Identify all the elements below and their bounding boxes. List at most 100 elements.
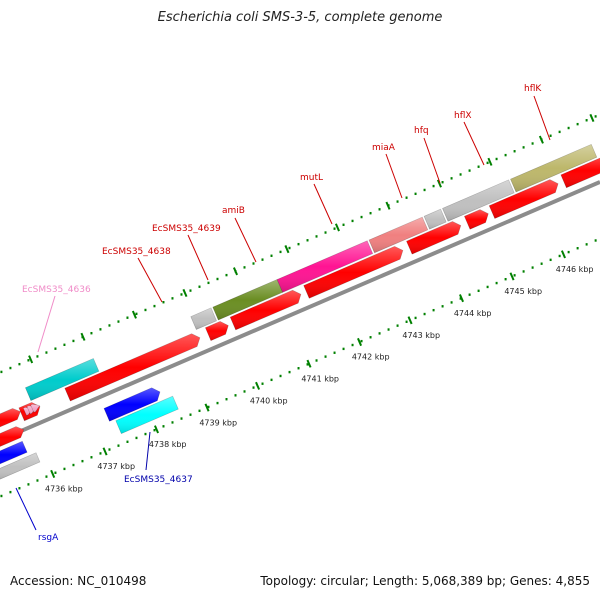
forward-cds-arrow-shade	[406, 221, 461, 255]
outer-ruler-dot	[414, 192, 417, 196]
inner-ruler-dot	[234, 394, 237, 397]
outer-ruler-dot	[9, 366, 12, 370]
gene-label-EcSMS35_4637: EcSMS35_4637	[124, 475, 193, 485]
inner-ruler-dot	[36, 479, 39, 482]
outer-ruler-dot	[279, 250, 282, 254]
gene-hfq-shade	[424, 209, 447, 230]
ruler-label-4738-kbp: 4738 kbp	[149, 440, 187, 449]
gene-hflK-shade	[510, 144, 597, 192]
inner-ruler-dot	[414, 316, 417, 320]
outer-ruler-dot	[207, 281, 210, 285]
gene-left-grey-shade	[0, 452, 40, 480]
leader-miaA	[385, 153, 403, 199]
ruler-label-4737-kbp: 4737 kbp	[97, 462, 135, 471]
outer-ruler-dot	[63, 343, 66, 347]
ruler-label-4742-kbp: 4742 kbp	[352, 353, 390, 362]
inner-ruler-dot	[198, 409, 201, 413]
outer-ruler-dot	[0, 370, 3, 374]
forward-cds-arrow-shade	[560, 158, 600, 188]
inner-ruler-dot	[468, 293, 471, 296]
outer-ruler-dot	[513, 150, 516, 153]
outer-ruler-dot	[369, 211, 372, 215]
gene-EcSMS35_4639-shade	[190, 307, 217, 330]
leader-hflX	[463, 121, 485, 166]
forward-cds-arrow-shade	[464, 209, 489, 230]
inner-ruler-dot	[504, 277, 507, 281]
forward-cds-arrow-left-2-shade	[0, 426, 24, 447]
inner-ruler-dot	[495, 281, 498, 285]
outer-ruler-dot	[198, 285, 201, 288]
outer-ruler-dot	[27, 359, 30, 362]
inner-ruler-dot	[567, 250, 570, 254]
outer-ruler-dot	[522, 146, 525, 149]
leader-hfq	[423, 137, 441, 184]
inner-ruler-major-tick	[560, 250, 566, 259]
outer-ruler-dot	[162, 301, 165, 304]
forward-cds-arrow-shade	[64, 333, 200, 401]
genome-backbone	[0, 180, 600, 442]
outer-ruler-dot	[108, 324, 111, 327]
leader-EcSMS35_4636	[37, 295, 56, 353]
outer-ruler-dot	[315, 235, 318, 238]
outer-ruler-dot	[486, 161, 489, 165]
outer-ruler-dot	[288, 246, 291, 250]
gene-EcSMS35_4637-shade	[115, 396, 179, 434]
gene-label-hflX: hflX	[454, 111, 472, 121]
inner-ruler-major-tick	[509, 272, 515, 281]
inner-ruler-dot	[450, 301, 453, 304]
inner-ruler-dot	[432, 308, 435, 312]
outer-ruler-dot	[180, 293, 183, 296]
inner-ruler-dot	[27, 483, 30, 486]
ruler-label-4743-kbp: 4743 kbp	[402, 331, 440, 340]
outer-ruler-dot	[459, 173, 462, 176]
leader-rsgA	[15, 487, 37, 531]
inner-ruler-dot	[54, 471, 57, 474]
outer-ruler-dot	[252, 262, 255, 265]
outer-ruler-dot	[126, 316, 129, 319]
inner-ruler-dot	[144, 432, 147, 436]
ruler-label-4741-kbp: 4741 kbp	[301, 374, 339, 383]
outer-ruler-dot	[54, 347, 57, 350]
inner-ruler-major-tick	[357, 337, 363, 347]
inner-ruler-major-tick	[459, 294, 465, 303]
inner-ruler-major-tick	[255, 381, 261, 390]
ruler-label-4739-kbp: 4739 kbp	[199, 418, 237, 427]
outer-ruler-major-tick	[232, 267, 238, 276]
outer-ruler-major-tick	[28, 355, 34, 364]
inner-ruler-dot	[486, 285, 489, 289]
gene-label-mutL: mutL	[300, 173, 323, 183]
gene-label-amiB: amiB	[222, 206, 245, 216]
forward-cds-arrow-shade	[205, 321, 229, 341]
outer-ruler-dot	[153, 304, 156, 308]
outer-ruler-dot	[324, 231, 327, 234]
gene-hflX-shade	[442, 179, 515, 222]
outer-ruler-dot	[441, 181, 444, 184]
inner-ruler-dot	[549, 258, 552, 262]
inner-ruler-dot	[45, 475, 48, 478]
outer-ruler-dot	[405, 196, 408, 199]
inner-ruler-dot	[531, 266, 534, 269]
outer-ruler-dot	[576, 122, 579, 126]
leader-mutL	[313, 183, 333, 225]
outer-ruler-dot	[396, 200, 399, 203]
inner-ruler-dot	[207, 405, 210, 409]
inner-ruler-dot	[288, 370, 291, 374]
inner-ruler-dot	[63, 467, 66, 471]
leader-hflK	[533, 95, 551, 141]
outer-ruler-dot	[423, 188, 426, 192]
inner-ruler-dot	[333, 351, 336, 354]
outer-ruler-dot	[225, 273, 228, 277]
outer-ruler-dot	[549, 134, 552, 137]
inner-ruler-dot	[9, 490, 12, 494]
outer-ruler-dot	[297, 242, 300, 246]
inner-ruler-dot	[153, 428, 156, 432]
inner-ruler-dot	[225, 398, 228, 401]
inner-ruler-dot	[576, 247, 579, 250]
forward-cds-arrow-left-shade	[0, 408, 21, 427]
gene-label-hfq: hfq	[414, 126, 429, 136]
leader-EcSMS35_4638	[137, 257, 163, 303]
inner-ruler-dot	[126, 440, 129, 443]
outer-ruler-dot	[333, 227, 336, 230]
outer-ruler-dot	[36, 355, 39, 358]
